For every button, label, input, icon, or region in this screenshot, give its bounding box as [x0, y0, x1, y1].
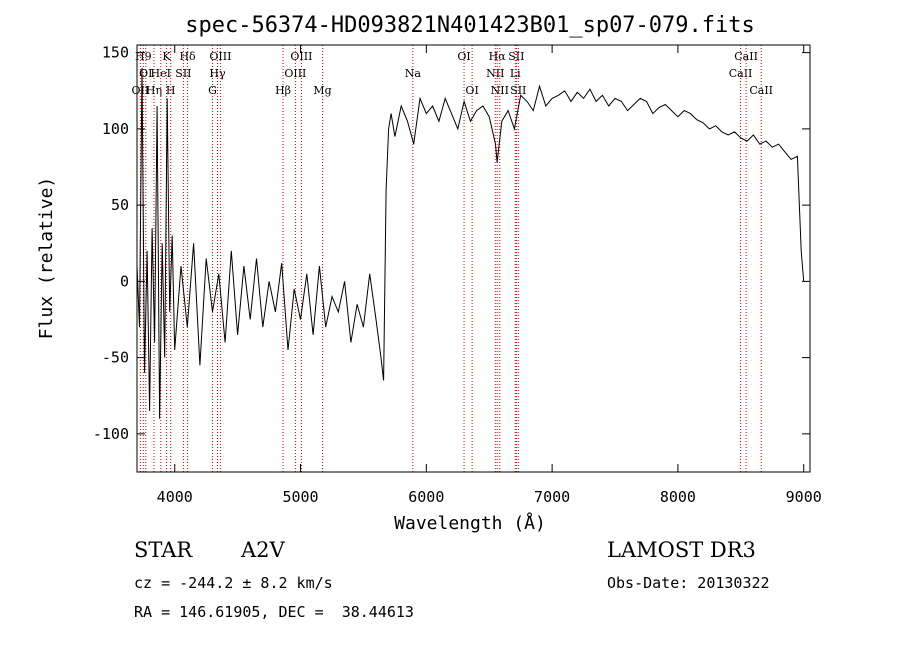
- spectrum-series-line: [136, 67, 805, 419]
- line-marker-label: K: [162, 50, 171, 63]
- line-marker-label: NII: [486, 67, 504, 80]
- x-tick-label: 5000: [282, 488, 318, 506]
- line-marker-label: Mg: [313, 84, 331, 97]
- line-marker-label: OI: [465, 84, 478, 97]
- line-marker-label: OI: [457, 50, 470, 63]
- y-tick-label: -100: [93, 425, 129, 443]
- line-marker-label: Hβ: [275, 84, 291, 97]
- line-marker-label: OIII: [209, 50, 231, 63]
- emission-line-markers: OII H9 OI Hη HeI K H SII Hδ G Hγ OIII Hβ OIII OIII Mg Na…: [132, 45, 773, 472]
- x-tick-label: 6000: [408, 488, 444, 506]
- object-class: STAR: [134, 538, 193, 562]
- line-marker-label: SII: [510, 84, 526, 97]
- line-marker-label: NII: [491, 84, 509, 97]
- spectral-subclass: A2V: [241, 538, 285, 562]
- chart-title: spec-56374-HD093821N401423B01_sp07-079.f…: [185, 13, 755, 38]
- plot-frame: [136, 44, 811, 473]
- line-marker-label: Hη: [146, 84, 162, 97]
- y-axis: -100 -50 0 50 100 150: [93, 44, 810, 443]
- line-marker-label: HeI: [151, 67, 171, 80]
- line-marker-label: CaII: [734, 50, 758, 63]
- line-marker-label: Hδ: [179, 50, 196, 63]
- survey-name: LAMOST DR3: [607, 538, 756, 562]
- line-marker-label: Li: [510, 67, 521, 80]
- line-marker-label: G: [208, 84, 217, 97]
- y-tick-label: 50: [111, 196, 129, 214]
- y-tick-label: 100: [102, 120, 129, 138]
- y-tick-label: 150: [102, 44, 129, 62]
- redshift-info: cz = -244.2 ± 8.2 km/s: [134, 574, 333, 592]
- line-marker-label: OII: [132, 84, 150, 97]
- x-tick-label: 8000: [660, 488, 696, 506]
- line-marker-label: OIII: [290, 50, 312, 63]
- coordinates: RA = 146.61905, DEC = 38.44613: [134, 603, 414, 621]
- x-tick-label: 9000: [786, 488, 822, 506]
- line-marker-label: SII: [175, 67, 191, 80]
- line-marker-label: OIII: [284, 67, 306, 80]
- line-marker-label: SII: [508, 50, 524, 63]
- line-marker-label: Na: [405, 67, 422, 80]
- line-marker-label: CaII: [729, 67, 753, 80]
- line-marker-label: H9: [135, 50, 152, 63]
- x-tick-label: 7000: [534, 488, 570, 506]
- x-axis: 4000 5000 6000 7000 8000 9000: [157, 45, 822, 506]
- y-axis-label: Flux (relative): [36, 177, 57, 340]
- line-marker-label: Hα: [489, 50, 507, 63]
- obs-date: Obs-Date: 20130322: [607, 574, 770, 592]
- y-tick-label: -50: [102, 349, 129, 367]
- x-tick-label: 4000: [157, 488, 193, 506]
- line-marker-label: H: [166, 84, 176, 97]
- line-marker-label: Hγ: [209, 67, 226, 80]
- y-tick-label: 0: [120, 272, 129, 290]
- x-axis-label: Wavelength (Å): [394, 512, 546, 534]
- line-marker-label: CaII: [749, 84, 773, 97]
